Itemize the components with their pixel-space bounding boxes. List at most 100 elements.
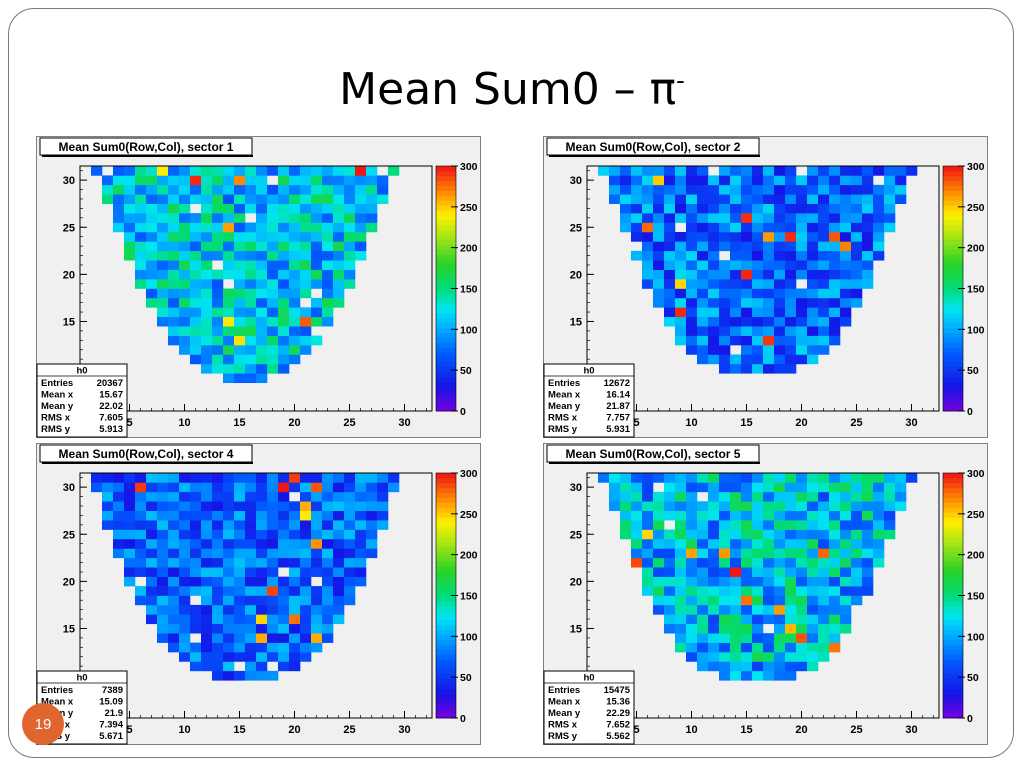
- heatmap-cell: [267, 363, 279, 374]
- heatmap-cell: [201, 633, 213, 643]
- heatmap-cell: [344, 548, 356, 559]
- heatmap-cell: [829, 623, 841, 634]
- heatmap-cell: [157, 586, 169, 596]
- heatmap-cell: [664, 288, 676, 299]
- heatmap-cell: [785, 520, 797, 530]
- colorbar-segment: [943, 219, 963, 226]
- colorbar-segment: [436, 219, 456, 226]
- heatmap-cell: [355, 501, 367, 511]
- heatmap-cell: [322, 203, 334, 214]
- heatmap-cell: [653, 520, 665, 530]
- heatmap-cell: [851, 576, 863, 587]
- heatmap-cell: [609, 194, 621, 204]
- heatmap-cell: [752, 595, 764, 606]
- heatmap-cell: [686, 288, 698, 299]
- heatmap-cell: [201, 595, 213, 606]
- plot-frame: [586, 472, 940, 719]
- heatmap-cell: [873, 557, 885, 568]
- heatmap-cell: [322, 260, 334, 270]
- heatmap-cell: [840, 520, 852, 530]
- colorbar-segment: [943, 512, 963, 518]
- chart-title-box: Mean Sum0(Row,Col), sector 4: [39, 444, 253, 464]
- x-tick-label: 10: [178, 724, 190, 736]
- heatmap-cells: [598, 166, 918, 374]
- heatmap-cell: [620, 175, 632, 186]
- heatmap-cell: [201, 604, 213, 615]
- colorbar-tick-label: 0: [460, 713, 466, 725]
- heatmap-cell: [818, 307, 830, 318]
- heatmap-cell: [752, 166, 764, 176]
- heatmap-cell: [311, 335, 323, 346]
- colorbar-segment: [436, 352, 456, 358]
- heatmap-cell: [179, 250, 191, 261]
- heatmap-cell: [884, 520, 896, 530]
- heatmap-cell: [829, 269, 841, 280]
- heatmap-cell: [256, 491, 268, 502]
- heatmap-cell: [212, 222, 224, 233]
- heatmap-cell: [355, 231, 367, 242]
- heatmap-cell: [278, 501, 290, 511]
- heatmap-cell: [851, 288, 863, 299]
- heatmap-cell: [201, 326, 213, 336]
- heatmap-cell: [642, 250, 654, 261]
- heatmap-cell: [223, 203, 235, 214]
- heatmap-cell: [234, 567, 246, 577]
- heatmap-cell: [311, 538, 323, 549]
- heatmap-cell: [697, 326, 709, 336]
- heatmap-cell: [322, 269, 334, 280]
- heatmap-cell: [234, 586, 246, 596]
- heatmap-cell: [763, 614, 775, 625]
- heatmap-cell: [664, 222, 676, 233]
- heatmap-cell: [763, 482, 775, 493]
- heatmap-cell: [895, 501, 907, 511]
- colorbar-segment: [436, 473, 456, 479]
- heatmap-cell: [741, 557, 753, 568]
- heatmap-cell: [664, 482, 676, 493]
- heatmap-cell: [113, 194, 125, 204]
- stats-label: Mean y: [41, 401, 74, 412]
- heatmap-cell: [730, 335, 742, 346]
- heatmap-cell: [311, 203, 323, 214]
- heatmap-cell: [675, 633, 687, 643]
- heatmap-cell: [168, 473, 180, 483]
- heatmap-cell: [322, 595, 334, 606]
- x-tick-label: 10: [685, 724, 697, 736]
- heatmap-cell: [873, 241, 885, 252]
- heatmap-cell: [851, 520, 863, 530]
- heatmap-cell: [168, 250, 180, 261]
- heatmap-cell: [278, 307, 290, 318]
- heatmap-cell: [245, 604, 257, 615]
- heatmap-cell: [807, 491, 819, 502]
- heatmap-cell: [256, 175, 268, 186]
- heatmap-cell: [642, 473, 654, 483]
- heatmap-cell: [300, 652, 312, 662]
- heatmap-cell: [201, 279, 213, 289]
- heatmap-cell: [190, 604, 202, 615]
- heatmap-cell: [774, 576, 786, 587]
- heatmap-cell: [168, 288, 180, 299]
- stats-label: RMS y: [548, 424, 578, 435]
- heatmap-cell: [289, 642, 301, 653]
- heatmap-cell: [245, 529, 257, 540]
- heatmap-cell: [267, 586, 279, 596]
- heatmap-cell: [300, 288, 312, 299]
- heatmap-cell: [851, 213, 863, 223]
- heatmap-cell: [807, 260, 819, 270]
- colorbar-segment: [436, 522, 456, 528]
- heatmap-cell: [697, 510, 709, 521]
- colorbar-segment: [943, 473, 963, 479]
- heatmap-cell: [289, 288, 301, 299]
- heatmap-cell: [256, 373, 268, 384]
- heatmap-cell: [157, 297, 169, 308]
- heatmap-cell: [300, 260, 312, 270]
- stats-label: RMS x: [548, 413, 578, 424]
- heatmap-cell: [697, 529, 709, 540]
- stats-value: 7389: [102, 685, 123, 696]
- heatmap-cell: [179, 335, 191, 346]
- colorbar-segment: [943, 624, 963, 631]
- heatmap-cell: [763, 576, 775, 587]
- heatmap-cell: [245, 326, 257, 336]
- heatmap-cell: [366, 166, 378, 176]
- colorbar-segment: [943, 620, 963, 626]
- heatmap-cell: [179, 623, 191, 634]
